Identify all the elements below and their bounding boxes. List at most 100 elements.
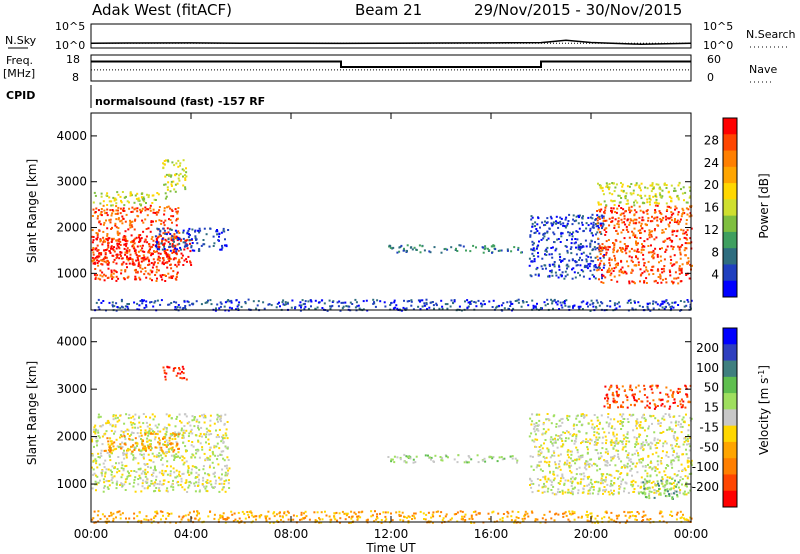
data-cell	[112, 414, 115, 417]
data-cell	[126, 303, 129, 305]
data-cell	[557, 238, 560, 240]
data-cell	[641, 272, 644, 275]
data-cell	[609, 484, 612, 487]
data-cell	[212, 466, 215, 469]
data-cell	[643, 417, 646, 420]
data-cell	[216, 233, 219, 236]
data-cell	[144, 433, 147, 435]
data-cell	[191, 441, 194, 443]
data-cell	[685, 219, 688, 221]
data-cell	[566, 414, 569, 417]
data-cell	[139, 208, 141, 211]
data-cell	[143, 198, 146, 200]
data-cell	[117, 240, 120, 243]
data-cell	[543, 490, 546, 493]
data-cell	[655, 441, 658, 444]
data-cell	[424, 454, 427, 457]
data-cell	[563, 483, 566, 486]
data-cell	[683, 493, 686, 496]
data-cell	[600, 301, 603, 304]
data-cell	[614, 239, 617, 242]
data-cell	[317, 301, 320, 304]
data-cell	[647, 463, 649, 466]
data-cell	[219, 301, 222, 304]
data-cell	[620, 231, 623, 234]
data-cell	[542, 423, 545, 426]
data-cell	[556, 491, 559, 494]
data-cell	[546, 447, 549, 450]
data-cell	[164, 470, 167, 473]
data-cell	[162, 366, 165, 369]
data-cell	[98, 229, 101, 232]
data-cell	[653, 252, 656, 255]
data-cell	[513, 246, 516, 249]
data-cell	[530, 215, 533, 218]
data-cell	[484, 460, 487, 463]
data-cell	[225, 428, 228, 431]
data-cell	[647, 245, 650, 247]
data-cell	[600, 479, 603, 482]
data-cell	[644, 194, 647, 197]
data-cell	[153, 433, 156, 436]
data-cell	[120, 199, 122, 202]
data-cell	[658, 210, 661, 213]
data-cell	[147, 434, 150, 437]
data-cell	[117, 277, 120, 280]
data-cell	[577, 482, 580, 485]
data-cell	[688, 449, 691, 452]
data-cell	[120, 300, 123, 303]
data-cell	[123, 239, 126, 241]
data-cell	[176, 212, 179, 215]
data-cell	[177, 455, 180, 458]
data-cell	[180, 252, 183, 255]
data-cell	[649, 474, 652, 477]
data-cell	[668, 482, 671, 485]
data-cell	[423, 518, 425, 520]
data-cell	[125, 455, 128, 458]
data-cell	[593, 414, 596, 416]
data-cell	[177, 263, 180, 266]
data-cell	[202, 416, 205, 419]
data-cell	[623, 217, 626, 220]
data-cell	[373, 301, 375, 304]
data-cell	[568, 466, 571, 469]
data-cell	[618, 476, 621, 479]
data-cell	[95, 255, 98, 258]
data-cell	[173, 240, 175, 243]
data-cell	[284, 301, 287, 304]
data-cell	[167, 257, 170, 260]
data-cell	[198, 517, 201, 520]
data-cell	[230, 301, 233, 304]
data-cell	[372, 298, 375, 301]
data-cell	[469, 250, 472, 253]
data-cell	[625, 225, 628, 228]
data-cell	[140, 192, 143, 195]
data-cell	[580, 252, 583, 255]
data-cell	[125, 456, 128, 459]
data-cell	[622, 440, 625, 443]
data-cell	[647, 427, 650, 430]
data-cell	[168, 276, 171, 279]
data-cell	[389, 304, 392, 306]
data-cell	[609, 404, 611, 406]
data-cell	[653, 489, 656, 492]
data-cell	[92, 247, 95, 249]
data-cell	[152, 418, 155, 421]
data-cell	[168, 450, 170, 453]
data-cell	[171, 161, 174, 164]
data-cell	[132, 454, 135, 457]
data-cell	[577, 222, 580, 225]
data-cell	[114, 417, 117, 420]
data-cell	[654, 195, 657, 197]
data-cell	[188, 304, 191, 307]
data-cell	[614, 440, 617, 443]
data-cell	[551, 263, 554, 266]
data-cell	[134, 194, 137, 197]
data-cell	[216, 416, 219, 419]
data-cell	[115, 275, 118, 278]
data-cell	[206, 431, 209, 433]
data-cell	[545, 250, 548, 253]
data-cell	[130, 234, 133, 237]
